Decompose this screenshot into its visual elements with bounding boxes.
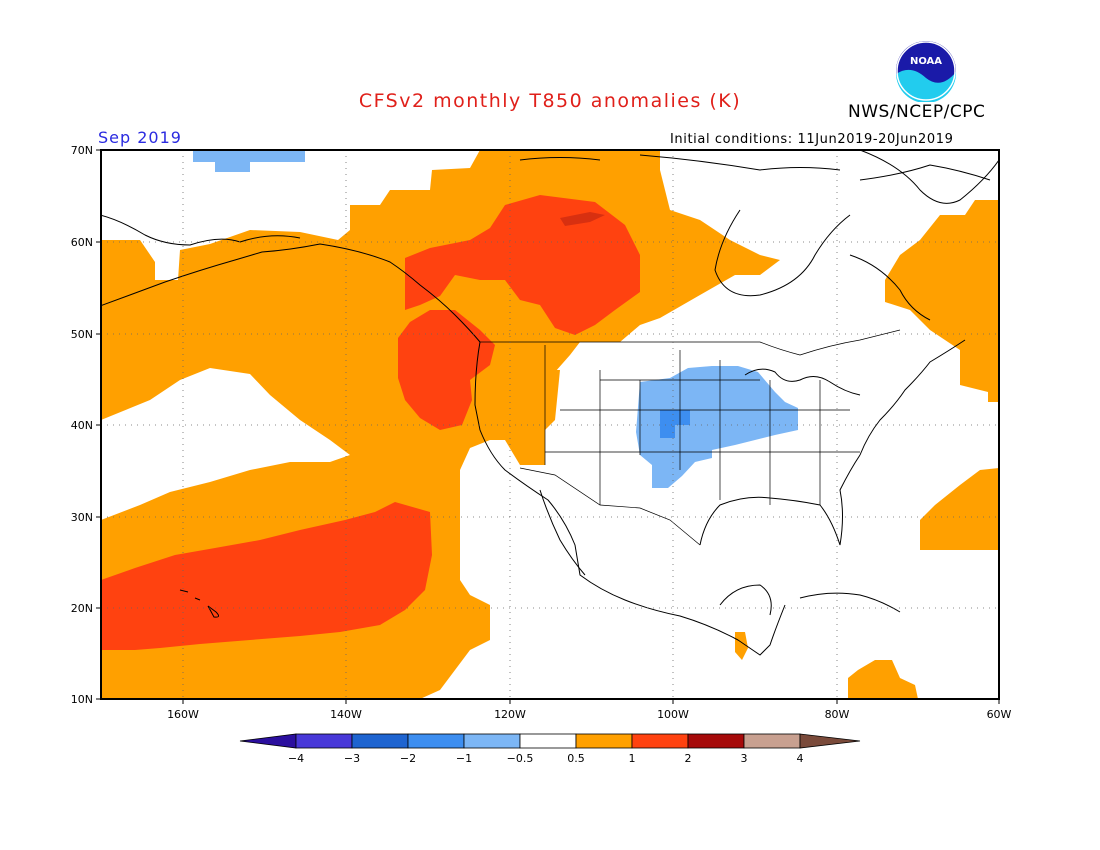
labrador — [849, 254, 931, 321]
axis-ticks — [96, 149, 1000, 704]
political-borders — [480, 329, 901, 546]
alaska-cold-region — [193, 150, 305, 172]
forecast-period: Sep 2019 — [98, 128, 182, 147]
legend-swatch — [687, 733, 745, 749]
color-legend — [239, 733, 861, 749]
legend-label: 3 — [741, 752, 748, 765]
hawaii-islands — [179, 589, 220, 618]
east-coast — [859, 339, 966, 456]
legend-label: −1 — [456, 752, 472, 765]
central-us-cold-region — [636, 366, 798, 488]
legend-swatch — [743, 733, 801, 749]
central-us-colder-core — [660, 410, 690, 438]
lon-label: 120W — [494, 708, 526, 721]
canada-dark-streak — [560, 212, 605, 226]
us-mexico-border — [519, 467, 701, 546]
us-canada-border — [480, 329, 901, 356]
legend-left-arrow — [239, 733, 297, 749]
north-america-west-coast — [101, 243, 786, 656]
legend-label: 4 — [797, 752, 804, 765]
cuba — [799, 592, 901, 613]
lon-label: 80W — [825, 708, 850, 721]
noaa-logo: NOAA — [896, 41, 957, 102]
canada-red-region — [405, 195, 640, 335]
legend-swatch — [631, 733, 689, 749]
lon-label: 160W — [167, 708, 199, 721]
legend-right-arrow — [799, 733, 861, 749]
hawaii-red-region — [101, 502, 432, 650]
pacific-white-pocket — [101, 368, 350, 520]
caribbean-orange-region — [848, 660, 918, 699]
central-america-orange-region — [735, 632, 748, 660]
latitude-labels: 70N 60N 50N 40N 30N 20N 10N — [71, 144, 93, 706]
arctic-islands — [519, 154, 991, 181]
legend-label: 1 — [629, 752, 636, 765]
lat-label: 60N — [71, 236, 93, 249]
noaa-logo-text: NOAA — [910, 56, 942, 67]
pacific-northwest-red-region — [398, 310, 495, 430]
legend-label: −0.5 — [507, 752, 534, 765]
legend-label: −4 — [288, 752, 304, 765]
lat-label: 40N — [71, 419, 93, 432]
coastlines — [101, 150, 999, 656]
lat-label: 20N — [71, 602, 93, 615]
organization-label: NWS/NCEP/CPC — [848, 102, 986, 122]
lon-label: 60W — [987, 708, 1012, 721]
alaska-coast — [101, 214, 301, 246]
yucatan — [719, 584, 772, 616]
legend-label: −3 — [344, 752, 360, 765]
subtropical-atlantic-orange-region — [920, 468, 999, 550]
map-title: CFSv2 monthly T850 anomalies (K) — [358, 90, 742, 112]
legend-swatch — [463, 733, 521, 749]
atlantic-orange-region — [885, 200, 999, 402]
lat-label: 30N — [71, 511, 93, 524]
legend-swatch — [407, 733, 465, 749]
lat-label: 50N — [71, 328, 93, 341]
legend-swatch — [519, 733, 577, 749]
anomaly-red-regions — [101, 195, 640, 650]
legend-label: −2 — [400, 752, 416, 765]
greenland — [859, 150, 999, 204]
lon-label: 100W — [657, 708, 689, 721]
hudson-bay — [714, 209, 851, 297]
lat-label: 10N — [71, 693, 93, 706]
state-lines — [544, 345, 860, 505]
legend-swatch — [575, 733, 633, 749]
legend-swatch — [351, 733, 409, 749]
great-lakes — [744, 368, 861, 396]
legend-labels: −4 −3 −2 −1 −0.5 0.5 1 2 3 4 — [288, 752, 804, 765]
legend-swatch — [295, 733, 353, 749]
anomaly-blue-regions — [193, 150, 798, 488]
legend-label: 0.5 — [567, 752, 585, 765]
baja-california — [539, 489, 586, 576]
initial-conditions: Initial conditions: 11Jun2019-20Jun2019 — [670, 132, 954, 147]
lat-label: 70N — [71, 144, 93, 157]
lon-label: 140W — [330, 708, 362, 721]
legend-label: 2 — [685, 752, 692, 765]
longitude-labels: 160W 140W 120W 100W 80W 60W — [167, 708, 1011, 721]
